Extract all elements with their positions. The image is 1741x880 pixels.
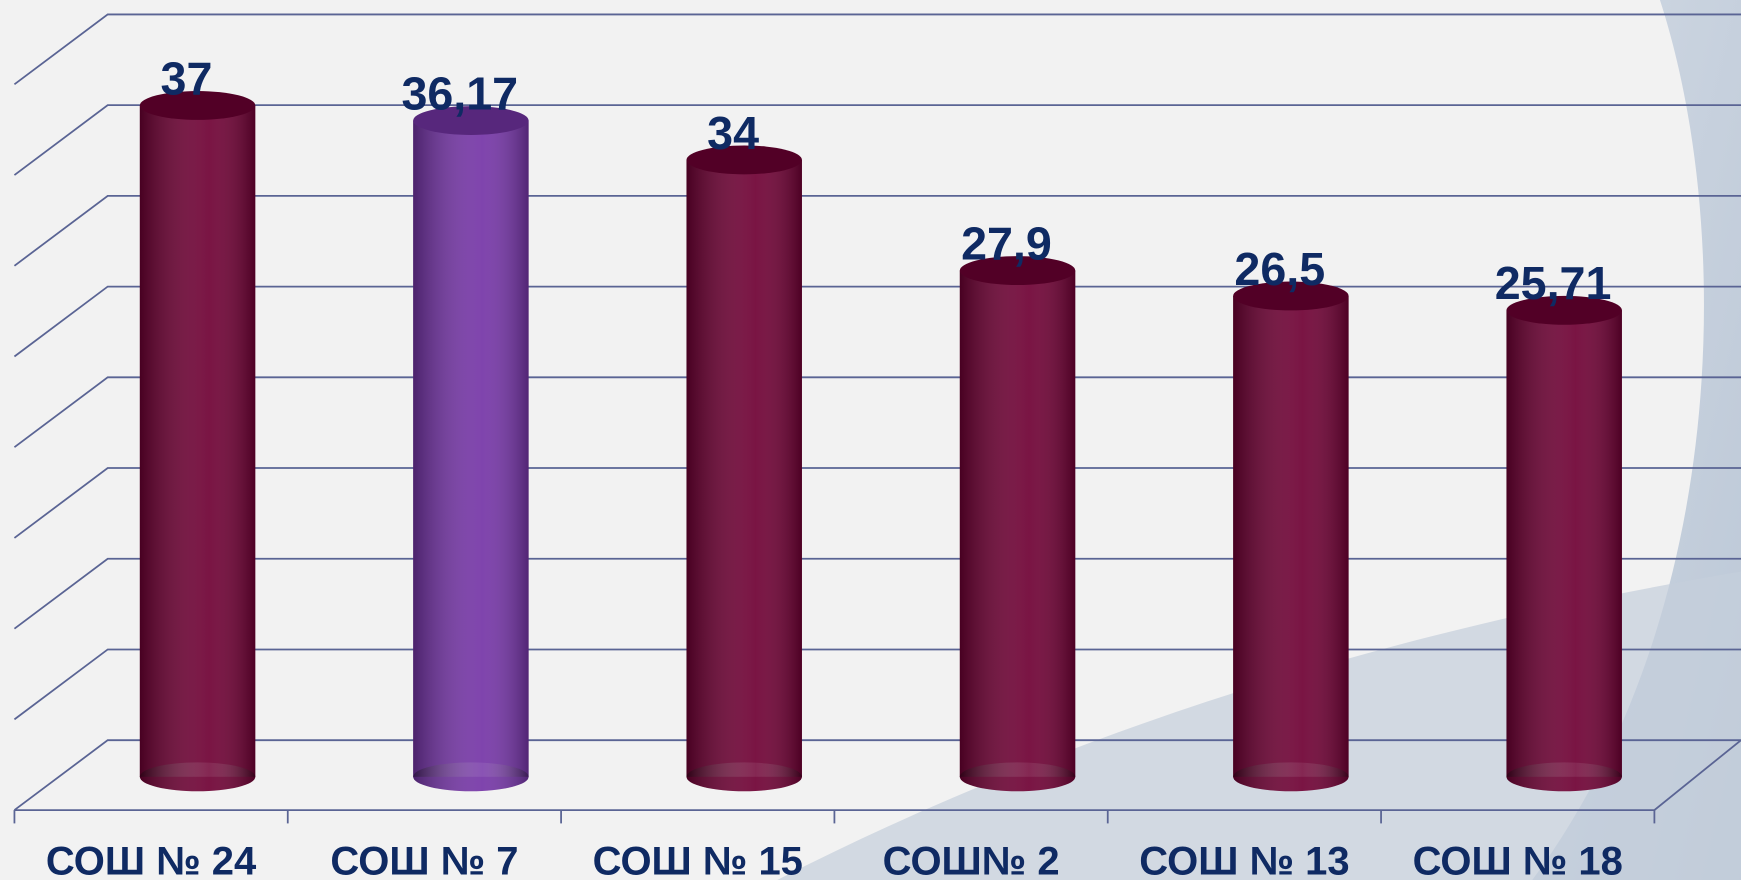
grid-line [13,557,1741,630]
bars: 37 СОШ № 24 36,17 СОШ № 7 34 СОШ № 15 27,9 СОШ№… [46,52,1623,880]
value-label: 34 [707,107,759,159]
bar-top [686,145,802,175]
value-label: 26,5 [1234,243,1325,295]
grid-line [13,13,1741,86]
value-label: 36,17 [401,67,518,119]
grid-line [13,194,1741,267]
cylinder [686,145,802,792]
bar-bottom-shade [139,762,256,792]
bar-bottom-shade [1506,762,1622,792]
bar-top [1506,295,1622,325]
bar-shade [413,120,529,777]
bar-shade [139,105,256,777]
bar-shade [686,159,802,777]
cylinder [413,106,529,792]
bar-top [1233,281,1349,311]
bar-top [959,256,1076,286]
grid [13,13,1741,824]
grid-line [13,648,1741,721]
bar-top [413,106,529,135]
grid-line [13,285,1741,358]
bar-bottom-shade [686,762,802,792]
cylinder [1233,281,1349,792]
grid-line [13,467,1741,539]
grid-line [13,104,1741,176]
x-tick-label: СОШ № 24 [46,839,256,880]
value-label: 27,9 [961,218,1052,270]
bar-shade [959,270,1076,777]
grid-line [13,739,1741,811]
bar-shade [1506,310,1622,777]
bar-top [139,91,256,120]
x-tick-label: СОШ № 18 [1413,839,1623,880]
grid-line [13,376,1741,448]
bar-bottom-shade [959,762,1076,792]
bar-shade [1233,295,1349,777]
value-label: 25,71 [1495,257,1612,309]
bar-bottom-shade [413,762,529,792]
x-tick-label: СОШ № 15 [593,839,803,880]
cylinder [139,91,256,792]
x-tick-label: СОШ № 7 [330,839,518,880]
cylinder [1506,295,1622,792]
value-label: 37 [161,52,213,104]
x-tick-label: СОШ № 13 [1139,839,1349,880]
x-tick-label: СОШ№ 2 [883,839,1060,880]
cylinder [959,256,1076,792]
bar-bottom-shade [1233,762,1349,792]
